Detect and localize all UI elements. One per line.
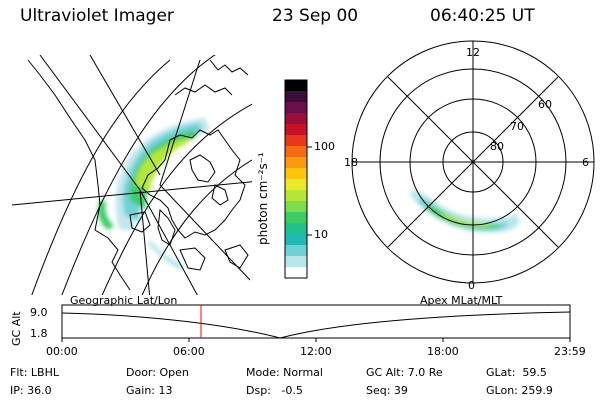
colorbar-tick-10: 10 (314, 228, 328, 241)
info-mode: Mode: Normal (246, 366, 323, 379)
colorbar-swatch (285, 223, 307, 235)
polar-mlt-12: 12 (466, 46, 480, 59)
colorbar-swatch (285, 267, 307, 279)
polar-mlt-6: 6 (582, 156, 589, 169)
time: 06:40:25 UT (430, 6, 535, 26)
colorbar-swatch (285, 91, 307, 103)
polar-lat-70: 70 (510, 120, 524, 133)
xtick-0600: 06:00 (173, 345, 205, 358)
date: 23 Sep 00 (272, 6, 359, 26)
colorbar (285, 80, 307, 279)
polar-mlt-0: 0 (468, 279, 475, 292)
info-glat: GLat: 59.5 (486, 366, 547, 379)
colorbar-swatch (285, 124, 307, 136)
colorbar-swatch (285, 157, 307, 169)
apex-label: Apex MLat/MLT (420, 294, 503, 307)
colorbar-tick-100: 100 (314, 140, 335, 153)
colorbar-swatch (285, 212, 307, 224)
info-door: Door: Open (126, 366, 189, 379)
polar-mlt-18: 18 (344, 156, 358, 169)
info-glon: GLon: 259.9 (486, 384, 553, 397)
altitude-ytick-9: 9.0 (30, 306, 48, 319)
info-flt: Flt: LBHL (10, 366, 59, 379)
xtick-0000: 00:00 (46, 345, 78, 358)
colorbar-swatch (285, 102, 307, 114)
info-gcalt: GC Alt: 7.0 Re (366, 366, 443, 379)
info-gain: Gain: 13 (126, 384, 173, 397)
polar-lat-60: 60 (538, 98, 552, 111)
title: Ultraviolet Imager (20, 6, 174, 26)
colorbar-swatch (285, 146, 307, 158)
colorbar-swatch (285, 190, 307, 202)
geographic-label: Geographic Lat/Lon (70, 294, 178, 307)
colorbar-swatch (285, 168, 307, 180)
colorbar-swatch (285, 201, 307, 213)
colorbar-swatch (285, 80, 307, 92)
colorbar-swatch (285, 179, 307, 191)
altitude-ytick-1-8: 1.8 (30, 327, 48, 340)
colorbar-swatch (285, 135, 307, 147)
colorbar-unit-label: photon cm⁻²s⁻¹ (256, 152, 270, 245)
info-ip: IP: 36.0 (10, 384, 52, 397)
colorbar-swatch (285, 256, 307, 268)
info-dsp: Dsp: -0.5 (246, 384, 303, 397)
xtick-1800: 18:00 (427, 345, 459, 358)
xtick-2359: 23:59 (554, 345, 586, 358)
polar-lat-80: 80 (490, 140, 504, 153)
colorbar-swatch (285, 113, 307, 125)
colorbar-swatch (285, 234, 307, 246)
info-seq: Seq: 39 (366, 384, 408, 397)
colorbar-swatch (285, 245, 307, 257)
altitude-ylabel: GC Alt (10, 311, 23, 346)
xtick-1200: 12:00 (300, 345, 332, 358)
